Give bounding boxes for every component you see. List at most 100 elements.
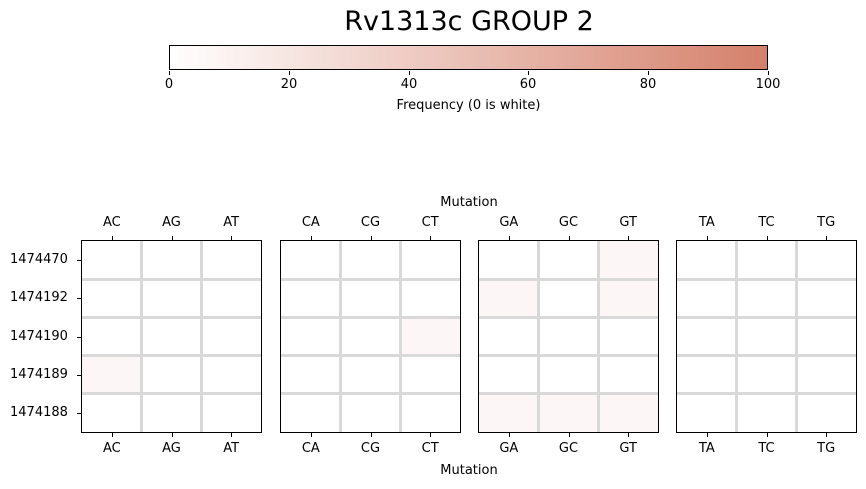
heatmap-cell: [538, 355, 599, 394]
column-label-bottom: AT: [223, 441, 240, 456]
heatmap-cell: [677, 355, 737, 394]
heatmap-cell: [479, 355, 539, 394]
x-tick: [231, 236, 232, 240]
heatmap-panel: [676, 240, 857, 433]
heatmap-cell: [281, 393, 341, 432]
gridline: [677, 277, 856, 281]
heatmap-cell: [538, 241, 599, 280]
column-label-bottom: GA: [499, 441, 519, 456]
heatmap-cell: [598, 355, 658, 394]
heatmap-cell: [479, 317, 539, 356]
heatmap-cell: [201, 393, 261, 432]
gridline: [479, 277, 658, 281]
heatmap-cell: [201, 317, 261, 356]
heatmap-cell: [479, 393, 539, 432]
heatmap-cell: [82, 317, 142, 356]
colorbar: [169, 45, 768, 70]
heatmap-cell: [400, 279, 460, 318]
column-label-bottom: CT: [421, 441, 439, 456]
x-tick: [707, 433, 708, 437]
row-label: 1474470: [10, 252, 68, 268]
x-tick: [231, 433, 232, 437]
heatmap-cell: [598, 393, 658, 432]
colorbar-tick: [768, 71, 769, 75]
column-label-top: CG: [360, 215, 381, 230]
heatmap-cell: [400, 241, 460, 280]
gridline: [82, 277, 261, 281]
gridline: [82, 354, 261, 358]
heatmap-cell: [340, 393, 401, 432]
heatmap-cell: [796, 393, 856, 432]
column-label-bottom: TA: [698, 441, 715, 456]
colorbar-tick-label: 60: [519, 77, 537, 92]
heatmap-cell: [340, 241, 401, 280]
x-tick: [311, 433, 312, 437]
column-label-top: GT: [619, 215, 637, 230]
heatmap-cell: [340, 279, 401, 318]
column-label-bottom: TG: [817, 441, 836, 456]
column-label-top: TA: [698, 215, 715, 230]
heatmap-cell: [400, 355, 460, 394]
column-label-top: AC: [102, 215, 121, 230]
heatmap-cell: [141, 241, 202, 280]
heatmap-cell: [796, 355, 856, 394]
y-tick: [77, 337, 81, 338]
colorbar-tick: [289, 71, 290, 75]
x-tick: [628, 433, 629, 437]
heatmap-panel: [81, 240, 262, 433]
heatmap-cell: [598, 317, 658, 356]
heatmap-cell: [82, 241, 142, 280]
row-label: 1474189: [10, 366, 68, 382]
heatmap-cell: [598, 279, 658, 318]
heatmap-cell: [677, 241, 737, 280]
x-tick: [112, 433, 113, 437]
row-label: 1474188: [10, 404, 68, 420]
x-tick: [430, 236, 431, 240]
heatmap-cell: [201, 279, 261, 318]
heatmap-cell: [201, 241, 261, 280]
heatmap-cell: [598, 241, 658, 280]
gridline: [677, 354, 856, 358]
x-tick: [569, 433, 570, 437]
heatmap-cell: [796, 317, 856, 356]
gridline: [82, 315, 261, 319]
x-tick: [767, 433, 768, 437]
y-tick: [77, 413, 81, 414]
gridline: [479, 315, 658, 319]
heatmap-cell: [796, 241, 856, 280]
heatmap-cell: [281, 355, 341, 394]
x-tick: [826, 236, 827, 240]
heatmap-cell: [141, 279, 202, 318]
gridline: [281, 315, 460, 319]
heatmap-cell: [677, 393, 737, 432]
colorbar-tick-label: 100: [755, 77, 781, 92]
column-label-top: GA: [499, 215, 519, 230]
x-tick: [112, 236, 113, 240]
column-label-top: GC: [558, 215, 579, 230]
column-label-top: AG: [162, 215, 181, 230]
heatmap-cell: [736, 317, 797, 356]
x-tick: [430, 433, 431, 437]
colorbar-tick-label: 20: [280, 77, 298, 92]
x-tick: [707, 236, 708, 240]
x-tick: [509, 236, 510, 240]
x-axis-title-bottom: Mutation: [440, 463, 498, 478]
heatmap-cell: [736, 279, 797, 318]
heatmap-cell: [82, 279, 142, 318]
gridline: [537, 241, 541, 432]
gridline: [735, 241, 739, 432]
column-label-top: AT: [223, 215, 240, 230]
heatmap-cell: [281, 241, 341, 280]
gridline: [794, 241, 798, 432]
heatmap-cell: [538, 279, 599, 318]
column-label-bottom: AC: [102, 441, 121, 456]
colorbar-tick: [648, 71, 649, 75]
column-label-bottom: GC: [558, 441, 579, 456]
gridline: [281, 392, 460, 396]
column-label-bottom: GT: [619, 441, 637, 456]
x-tick: [569, 236, 570, 240]
x-tick: [371, 236, 372, 240]
row-label: 1474192: [10, 290, 68, 306]
colorbar-tick: [409, 71, 410, 75]
gridline: [677, 315, 856, 319]
